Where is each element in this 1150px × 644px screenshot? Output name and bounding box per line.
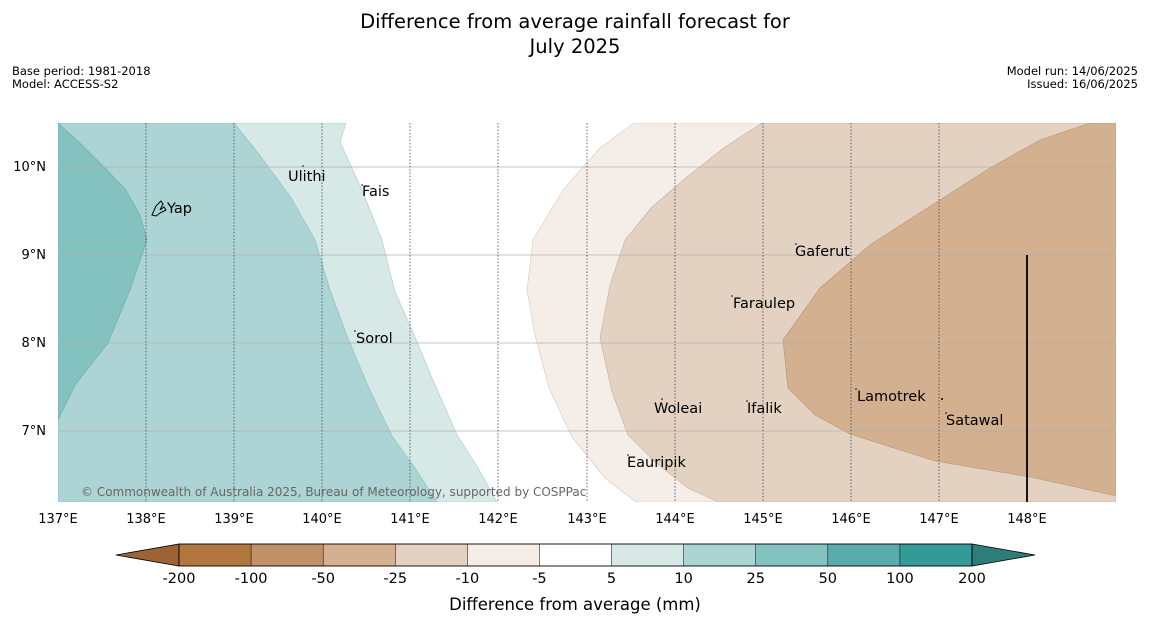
colorbar-tick-label: -25: [383, 571, 407, 587]
lon-tick-145e: 145°E: [743, 512, 783, 527]
colorbar-tick-label: 200: [958, 571, 986, 587]
lon-tick-142e: 142°E: [478, 512, 518, 527]
colorbar-bin: [539, 543, 613, 567]
rainfall-contours: [58, 123, 1116, 502]
model-text: Model: ACCESS-S2: [12, 77, 119, 91]
colorbar-tick-label: 5: [607, 571, 616, 587]
colorbar-frame: [178, 543, 973, 567]
island-dots: [302, 165, 947, 456]
lon-tick-141e: 141°E: [390, 512, 430, 527]
colorbar-bin: [755, 543, 829, 567]
place-label-satawal: Satawal: [946, 413, 1003, 429]
colorbar-tick-label: -50: [311, 571, 335, 587]
colorbar-tick-label: -5: [532, 571, 546, 587]
place-label-ifalik: Ifalik: [747, 401, 782, 417]
base-period-text: Base period: 1981-2018: [12, 64, 151, 78]
lon-tick-147e: 147°E: [919, 512, 959, 527]
place-label-sorol: Sorol: [356, 331, 393, 347]
lon-tick-140e: 140°E: [302, 512, 342, 527]
place-label-yap: Yap: [166, 201, 192, 217]
longitude-gridlines: [145, 123, 940, 502]
model-run-text: Model run: 14/06/2025: [1006, 64, 1138, 78]
colorbar-bin: [827, 543, 901, 567]
colorbar-bin: [683, 543, 757, 567]
colorbar-bins: [178, 543, 973, 567]
colorbar-low-extend: [115, 543, 180, 567]
colorbar-tick-label: 50: [819, 571, 837, 587]
title-line-1: Difference from average rainfall forecas…: [360, 10, 790, 33]
lon-tick-144e: 144°E: [655, 512, 695, 527]
wet-50mm-region: [58, 123, 148, 421]
colorbar-bin: [395, 543, 468, 567]
lat-tick-9n: 9°N: [22, 248, 47, 263]
issued-text: Issued: 16/06/2025: [1027, 77, 1138, 91]
copyright-notice: © Commonwealth of Australia 2025, Bureau…: [81, 485, 586, 499]
colorbar-bin: [899, 543, 973, 567]
colorbar-bin: [250, 543, 324, 567]
colorbar-labels: -200 -100 -50 -25 -10 -5 5 10 25 50 100 200: [163, 571, 986, 587]
title-line-2: July 2025: [529, 35, 621, 58]
lon-tick-143e: 143°E: [567, 512, 607, 527]
colorbar-bin: [178, 543, 252, 567]
lat-tick-7n: 7°N: [22, 424, 47, 439]
place-label-ulithi: Ulithi: [288, 169, 326, 185]
colorbar: -200 -100 -50 -25 -10 -5 5 10 25 50 100 200 Differe…: [115, 543, 1036, 614]
colorbar-tick-label: 100: [886, 571, 914, 587]
lon-tick-138e: 138°E: [126, 512, 166, 527]
colorbar-tick-label: 25: [747, 571, 765, 587]
place-label-woleai: Woleai: [654, 401, 702, 417]
lon-tick-148e: 148°E: [1007, 512, 1047, 527]
place-label-eauripik: Eauripik: [627, 455, 686, 471]
colorbar-tick-label: -100: [235, 571, 268, 587]
dry-50mm-region: [782, 123, 1116, 497]
colorbar-tick-label: -10: [456, 571, 480, 587]
lon-tick-139e: 139°E: [214, 512, 254, 527]
lat-tick-8n: 8°N: [22, 336, 47, 351]
base-info: Base period: 1981-2018 Model: ACCESS-S2: [12, 65, 151, 91]
colorbar-tick-label: -200: [163, 571, 196, 587]
wet-25mm-region: [58, 123, 438, 502]
yap-island-shape: [151, 200, 167, 217]
colorbar-title: Difference from average (mm): [449, 595, 701, 614]
colorbar-bin: [467, 543, 540, 567]
colorbar-high-extend: [971, 543, 1036, 567]
lon-tick-146e: 146°E: [831, 512, 871, 527]
map-title: Difference from average rainfall forecas…: [0, 9, 1150, 59]
lat-tick-10n: 10°N: [13, 160, 46, 175]
colorbar-bin: [322, 543, 396, 567]
place-label-faraulep: Faraulep: [733, 296, 795, 312]
colorbar-bin: [611, 543, 685, 567]
lon-tick-137e: 137°E: [38, 512, 78, 527]
place-label-lamotrek: Lamotrek: [857, 389, 926, 405]
place-label-fais: Fais: [362, 184, 389, 200]
colorbar-tick-label: 10: [674, 571, 692, 587]
place-label-gaferut: Gaferut: [795, 244, 850, 260]
run-info: Model run: 14/06/2025 Issued: 16/06/2025: [1007, 65, 1138, 91]
